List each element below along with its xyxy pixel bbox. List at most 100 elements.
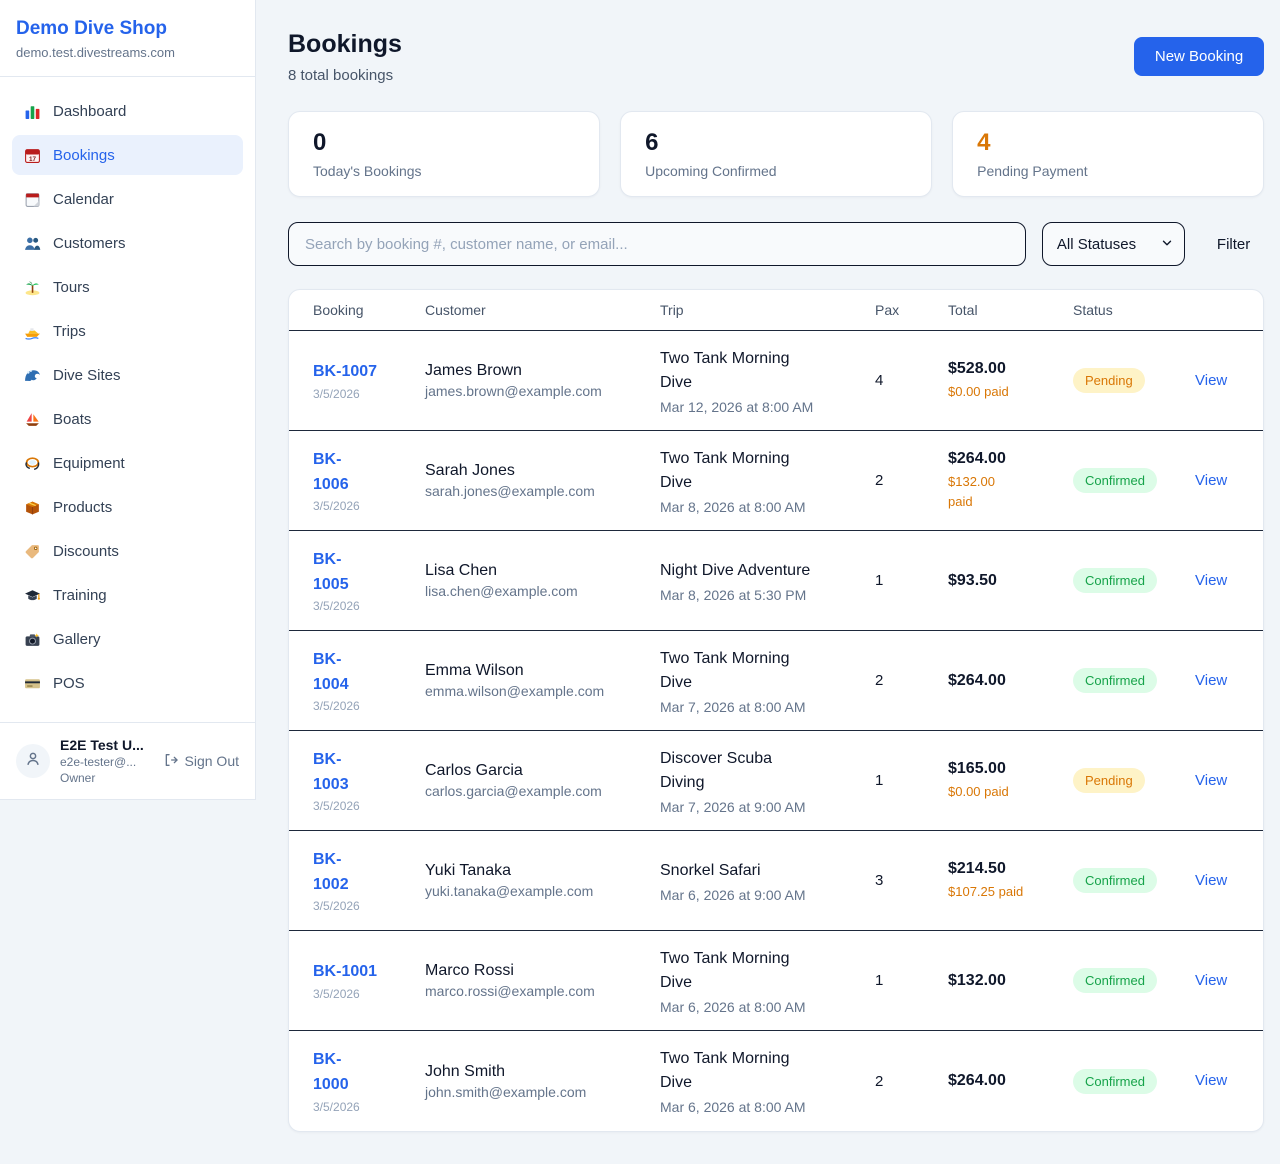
view-link[interactable]: View xyxy=(1195,471,1228,489)
sidebar-item-products[interactable]: Products xyxy=(12,487,243,527)
page-header: Bookings 8 total bookings New Booking xyxy=(288,30,1265,84)
total-amount: $264.00 xyxy=(948,450,1006,467)
page-subtitle: 8 total bookings xyxy=(288,67,394,84)
booking-id-link[interactable]: BK-1007 xyxy=(313,363,378,381)
booking-cell: BK-1001 3/5/2026 xyxy=(313,946,425,1015)
customer-name: James Brown xyxy=(425,362,522,379)
trip-datetime: Mar 6, 2026 at 9:00 AM xyxy=(660,886,806,903)
gallery-icon xyxy=(24,631,41,648)
trip-datetime: Mar 7, 2026 at 9:00 AM xyxy=(660,798,806,815)
sidebar-item-calendar[interactable]: Calendar xyxy=(12,179,243,219)
sidebar-item-bookings[interactable]: 17 Bookings xyxy=(12,135,243,175)
view-link[interactable]: View xyxy=(1195,871,1228,889)
user-email: e2e-tester@... xyxy=(60,755,137,769)
customer-cell: Marco Rossi marco.rossi@example.com xyxy=(425,948,660,1013)
sidebar-item-trips[interactable]: Trips xyxy=(12,311,243,351)
column-header-total: Total xyxy=(948,302,978,318)
booking-date: 3/5/2026 xyxy=(313,1099,360,1114)
view-link[interactable]: View xyxy=(1195,771,1228,789)
sign-out-icon xyxy=(163,752,179,771)
sidebar-item-label: Tours xyxy=(53,278,90,296)
booking-id-link[interactable]: BK- 1006 xyxy=(313,450,349,493)
booking-cell: BK- 1005 3/5/2026 xyxy=(313,534,425,628)
total-cell: $93.50 xyxy=(948,558,1073,604)
booking-id-link[interactable]: BK- 1004 xyxy=(313,650,349,693)
booking-id-link[interactable]: BK- 1000 xyxy=(313,1051,349,1093)
pax-count: 4 xyxy=(875,372,884,389)
dive-sites-icon xyxy=(24,367,41,384)
status-select-wrap: All Statuses xyxy=(1041,222,1185,266)
trip-name: Snorkel Safari xyxy=(660,861,761,879)
pax-count: 2 xyxy=(875,472,884,489)
trip-name: Two Tank Morning Dive xyxy=(660,349,790,391)
customer-cell: Yuki Tanaka yuki.tanaka@example.com xyxy=(425,848,660,913)
search-input[interactable] xyxy=(288,222,1026,266)
new-booking-button[interactable]: New Booking xyxy=(1133,37,1265,76)
customer-email: john.smith@example.com xyxy=(425,1083,587,1100)
products-icon xyxy=(24,499,41,516)
customer-cell: Sarah Jones sarah.jones@example.com xyxy=(425,448,660,513)
sidebar-item-tours[interactable]: Tours xyxy=(12,267,243,307)
sidebar-item-pos[interactable]: POS xyxy=(12,663,243,703)
total-amount: $528.00 xyxy=(948,359,1006,377)
booking-date: 3/5/2026 xyxy=(313,699,360,714)
trip-datetime: Mar 6, 2026 at 8:00 AM xyxy=(660,998,806,1015)
booking-date: 3/5/2026 xyxy=(313,986,360,1001)
sidebar-item-dive-sites[interactable]: Dive Sites xyxy=(12,355,243,395)
calendar-icon xyxy=(24,191,41,208)
view-link[interactable]: View xyxy=(1195,571,1228,589)
tours-icon xyxy=(24,279,41,296)
sidebar-item-customers[interactable]: Customers xyxy=(12,223,243,263)
person-icon xyxy=(24,750,42,773)
status-badge: Confirmed xyxy=(1073,868,1157,893)
customer-email: marco.rossi@example.com xyxy=(425,983,595,999)
status-cell: Confirmed xyxy=(1073,854,1195,907)
pax-count: 1 xyxy=(875,572,884,589)
booking-id-link[interactable]: BK- 1002 xyxy=(313,850,349,893)
total-cell: $264.00 $132.00 paid xyxy=(948,436,1073,525)
trip-name: Two Tank Morning Dive xyxy=(660,449,790,491)
sign-out-button[interactable]: Sign Out xyxy=(163,752,239,771)
customer-name: Emma Wilson xyxy=(425,662,524,679)
filter-button[interactable]: Filter xyxy=(1203,236,1264,253)
view-link[interactable]: View xyxy=(1195,1072,1228,1089)
user-section: E2E Test U... e2e-tester@... Owner Sign … xyxy=(0,722,255,799)
boats-icon xyxy=(24,411,41,428)
table-row: BK- 1000 3/5/2026 John Smith john.smith@… xyxy=(289,1031,1263,1131)
status-badge: Confirmed xyxy=(1073,1068,1157,1094)
user-name: E2E Test U... xyxy=(60,737,144,753)
sidebar-item-gallery[interactable]: Gallery xyxy=(12,619,243,659)
sidebar-item-equipment[interactable]: Equipment xyxy=(12,443,243,483)
total-amount: $93.50 xyxy=(948,571,997,589)
sidebar-item-label: POS xyxy=(53,674,85,692)
status-cell: Confirmed xyxy=(1073,454,1195,507)
booking-id-link[interactable]: BK- 1005 xyxy=(313,550,349,593)
customer-email: james.brown@example.com xyxy=(425,383,602,399)
stat-label: Upcoming Confirmed xyxy=(645,163,777,179)
view-link[interactable]: View xyxy=(1195,971,1228,989)
pos-icon xyxy=(24,675,41,692)
booking-date: 3/5/2026 xyxy=(313,799,360,814)
user-meta: E2E Test U... e2e-tester@... Owner xyxy=(60,737,153,785)
sidebar-item-discounts[interactable]: Discounts xyxy=(12,531,243,571)
sidebar-item-dashboard[interactable]: Dashboard xyxy=(12,91,243,131)
sidebar-item-boats[interactable]: Boats xyxy=(12,399,243,439)
trip-datetime: Mar 12, 2026 at 8:00 AM xyxy=(660,398,814,415)
view-link[interactable]: View xyxy=(1195,371,1228,389)
pax-count: 2 xyxy=(875,672,884,689)
stats-cards: 0 Today's Bookings 6 Upcoming Confirmed 4 Pen… xyxy=(288,111,1265,197)
status-cell: Confirmed xyxy=(1073,554,1195,607)
booking-id-link[interactable]: BK-1001 xyxy=(313,963,378,981)
discounts-icon xyxy=(24,543,41,560)
sidebar-item-training[interactable]: Training xyxy=(12,575,243,615)
customer-email: carlos.garcia@example.com xyxy=(425,783,602,799)
view-link[interactable]: View xyxy=(1195,671,1228,689)
customer-cell: James Brown james.brown@example.com xyxy=(425,348,660,413)
trip-cell: Two Tank Morning Dive Mar 6, 2026 at 8:0… xyxy=(660,933,875,1029)
customer-name: Yuki Tanaka xyxy=(425,862,511,879)
total-amount: $264.00 xyxy=(948,1072,1006,1089)
paid-amount: $132.00 paid xyxy=(948,474,995,509)
booking-id-link[interactable]: BK- 1003 xyxy=(313,750,349,793)
table-row: BK- 1004 3/5/2026 Emma Wilson emma.wilso… xyxy=(289,631,1264,731)
status-select[interactable]: All Statuses xyxy=(1041,222,1185,266)
